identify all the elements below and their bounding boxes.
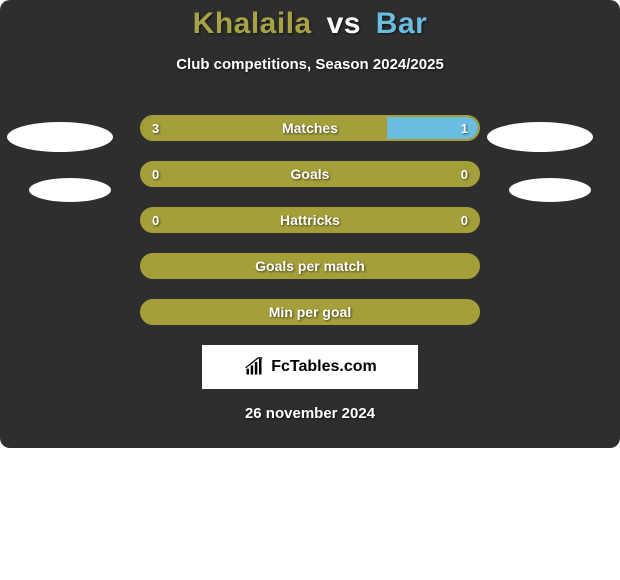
stat-value-left: 0 [152, 163, 159, 185]
comparison-card: Khalaila vs Bar Club competitions, Seaso… [0, 0, 620, 448]
stat-row: Min per goal [0, 299, 620, 325]
stat-value-right: 0 [461, 163, 468, 185]
stat-pill: Hattricks0 0 [140, 207, 480, 233]
subtitle: Club competitions, Season 2024/2025 [0, 56, 620, 73]
title-player1: Khalaila [193, 7, 312, 40]
stat-pill: Matches3 1 [140, 115, 480, 141]
stat-row: Matches3 1 [0, 115, 620, 141]
barchart-icon [243, 357, 265, 377]
stat-label: Min per goal [142, 301, 478, 323]
stat-pill: Min per goal [140, 299, 480, 325]
stat-row: Goals per match [0, 253, 620, 279]
stat-value-left: 3 [152, 117, 159, 139]
page-title: Khalaila vs Bar [0, 0, 620, 42]
date-text: 26 november 2024 [0, 405, 620, 422]
stat-value-left: 0 [152, 209, 159, 231]
stat-value-right: 1 [461, 117, 468, 139]
stat-pill: Goals per match [140, 253, 480, 279]
title-vs: vs [327, 7, 361, 40]
stat-label: Goals [142, 163, 478, 185]
stat-row: Hattricks0 0 [0, 207, 620, 233]
stat-label: Matches [142, 117, 478, 139]
stat-pill: Goals0 0 [140, 161, 480, 187]
title-player2: Bar [376, 7, 428, 40]
logo-text: FcTables.com [271, 358, 377, 376]
stat-label: Hattricks [142, 209, 478, 231]
stat-value-right: 0 [461, 209, 468, 231]
stat-label: Goals per match [142, 255, 478, 277]
logo-box: FcTables.com [202, 345, 418, 389]
stat-row: Goals0 0 [0, 161, 620, 187]
